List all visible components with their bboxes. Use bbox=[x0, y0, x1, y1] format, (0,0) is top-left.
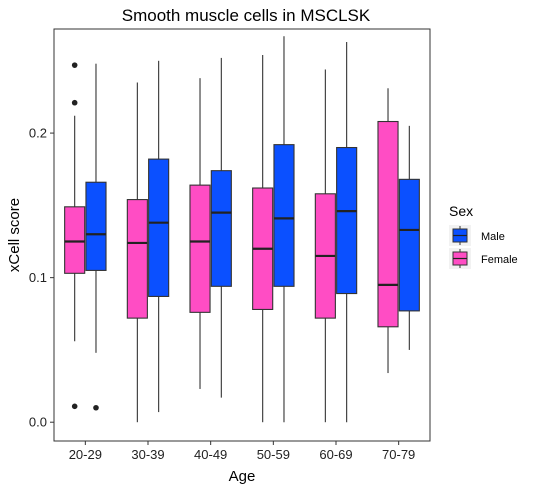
x-tick-label: 60-69 bbox=[319, 447, 352, 462]
outlier-point bbox=[93, 404, 99, 411]
box-female bbox=[189, 184, 211, 313]
legend-label-male: Male bbox=[481, 231, 505, 243]
box-male bbox=[85, 181, 107, 271]
x-axis-title: Age bbox=[229, 468, 256, 485]
box-male bbox=[273, 144, 295, 287]
y-tick-label: 0.1 bbox=[29, 270, 47, 285]
box-male bbox=[336, 146, 358, 295]
plot-panel bbox=[53, 28, 431, 442]
box-female bbox=[126, 199, 148, 319]
outlier-point bbox=[71, 62, 78, 68]
box-male bbox=[148, 158, 170, 297]
x-tick-label: 50-59 bbox=[257, 447, 290, 462]
x-tick-label: 20-29 bbox=[69, 447, 102, 462]
chart-title: Smooth muscle cells in MSCLSK bbox=[122, 6, 371, 25]
x-tick-label: 40-49 bbox=[194, 447, 227, 462]
plot-layer: 0.0 0.1 0.2 20-29 30-39 40-49 50-59 60-69 70-79 bbox=[29, 36, 420, 462]
legend: Sex Male Female bbox=[449, 203, 518, 269]
box-female bbox=[377, 120, 399, 328]
box-male bbox=[210, 170, 232, 287]
y-tick-label: 0.2 bbox=[29, 126, 47, 141]
y-tick-label: 0.0 bbox=[29, 415, 47, 430]
legend-label-female: Female bbox=[481, 254, 518, 266]
outlier-point bbox=[71, 99, 78, 106]
box-male bbox=[398, 178, 420, 312]
y-axis-title: xCell score bbox=[6, 198, 23, 272]
box-female bbox=[64, 206, 86, 274]
legend-title: Sex bbox=[449, 203, 473, 219]
x-tick-label: 70-79 bbox=[382, 447, 415, 462]
legend-items: Male Female bbox=[449, 225, 518, 269]
outlier-point bbox=[71, 403, 78, 410]
x-tick-label: 30-39 bbox=[131, 447, 164, 462]
